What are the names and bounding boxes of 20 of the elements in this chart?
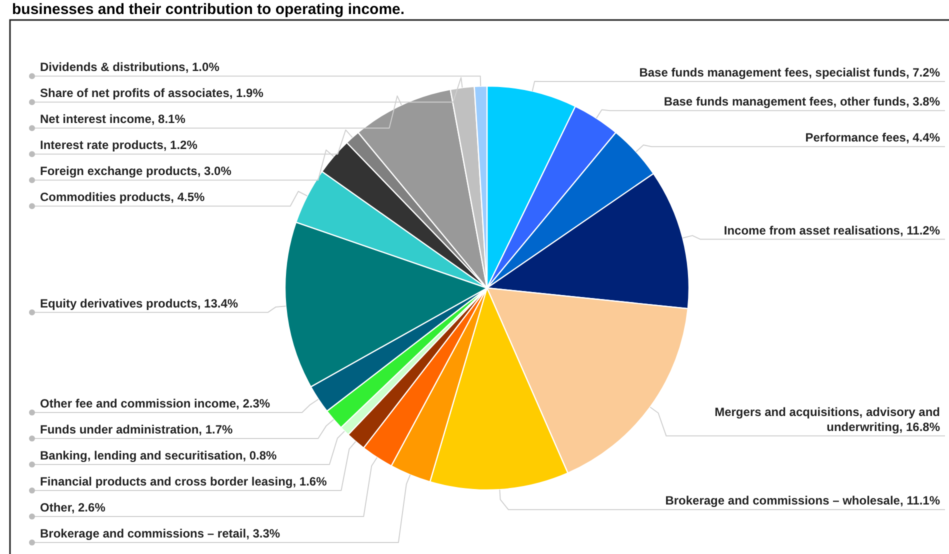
slice-label: Income from asset realisations, 11.2%: [724, 223, 940, 238]
slice-label: Banking, lending and securitisation, 0.8%: [40, 448, 278, 463]
slice-label: Base funds management fees, specialist funds, 7.2%: [639, 66, 940, 80]
slice-label: Foreign exchange products, 3.0%: [40, 164, 232, 178]
slice-label: Brokerage and commissions – retail, 3.3%: [40, 526, 280, 541]
slice-label: Other fee and commission income, 2.3%: [40, 396, 270, 411]
slice-label: Net interest income, 8.1%: [40, 112, 186, 126]
slice-label: Mergers and acquisitions, advisory and underwriting, 16.8%: [714, 404, 940, 434]
slice-label: Financial products and cross border leasing, 1.6%: [40, 474, 328, 489]
slice-label: Base funds management fees, other funds, 3.8%: [664, 94, 940, 109]
slice-label: Dividends & distributions, 1.0%: [40, 60, 220, 74]
legend-label: Share of net profits of associates, 1.9%: [40, 86, 264, 100]
slice-label: Equity derivatives products, 13.4%: [40, 296, 238, 310]
slice-label: Funds under administration, 1.7%: [40, 422, 234, 437]
chart-title: businesses and their contribution to operating income.: [12, 1, 405, 18]
slice-label: Commodities products, 4.5%: [40, 190, 206, 204]
slice-label: Other, 2.6%: [40, 500, 106, 515]
slice-label: Brokerage and commissions – wholesale, 11.1%: [665, 494, 940, 508]
slice-label: Interest rate products, 1.2%: [40, 138, 198, 152]
slice-label: Performance fees, 4.4%: [805, 130, 940, 145]
